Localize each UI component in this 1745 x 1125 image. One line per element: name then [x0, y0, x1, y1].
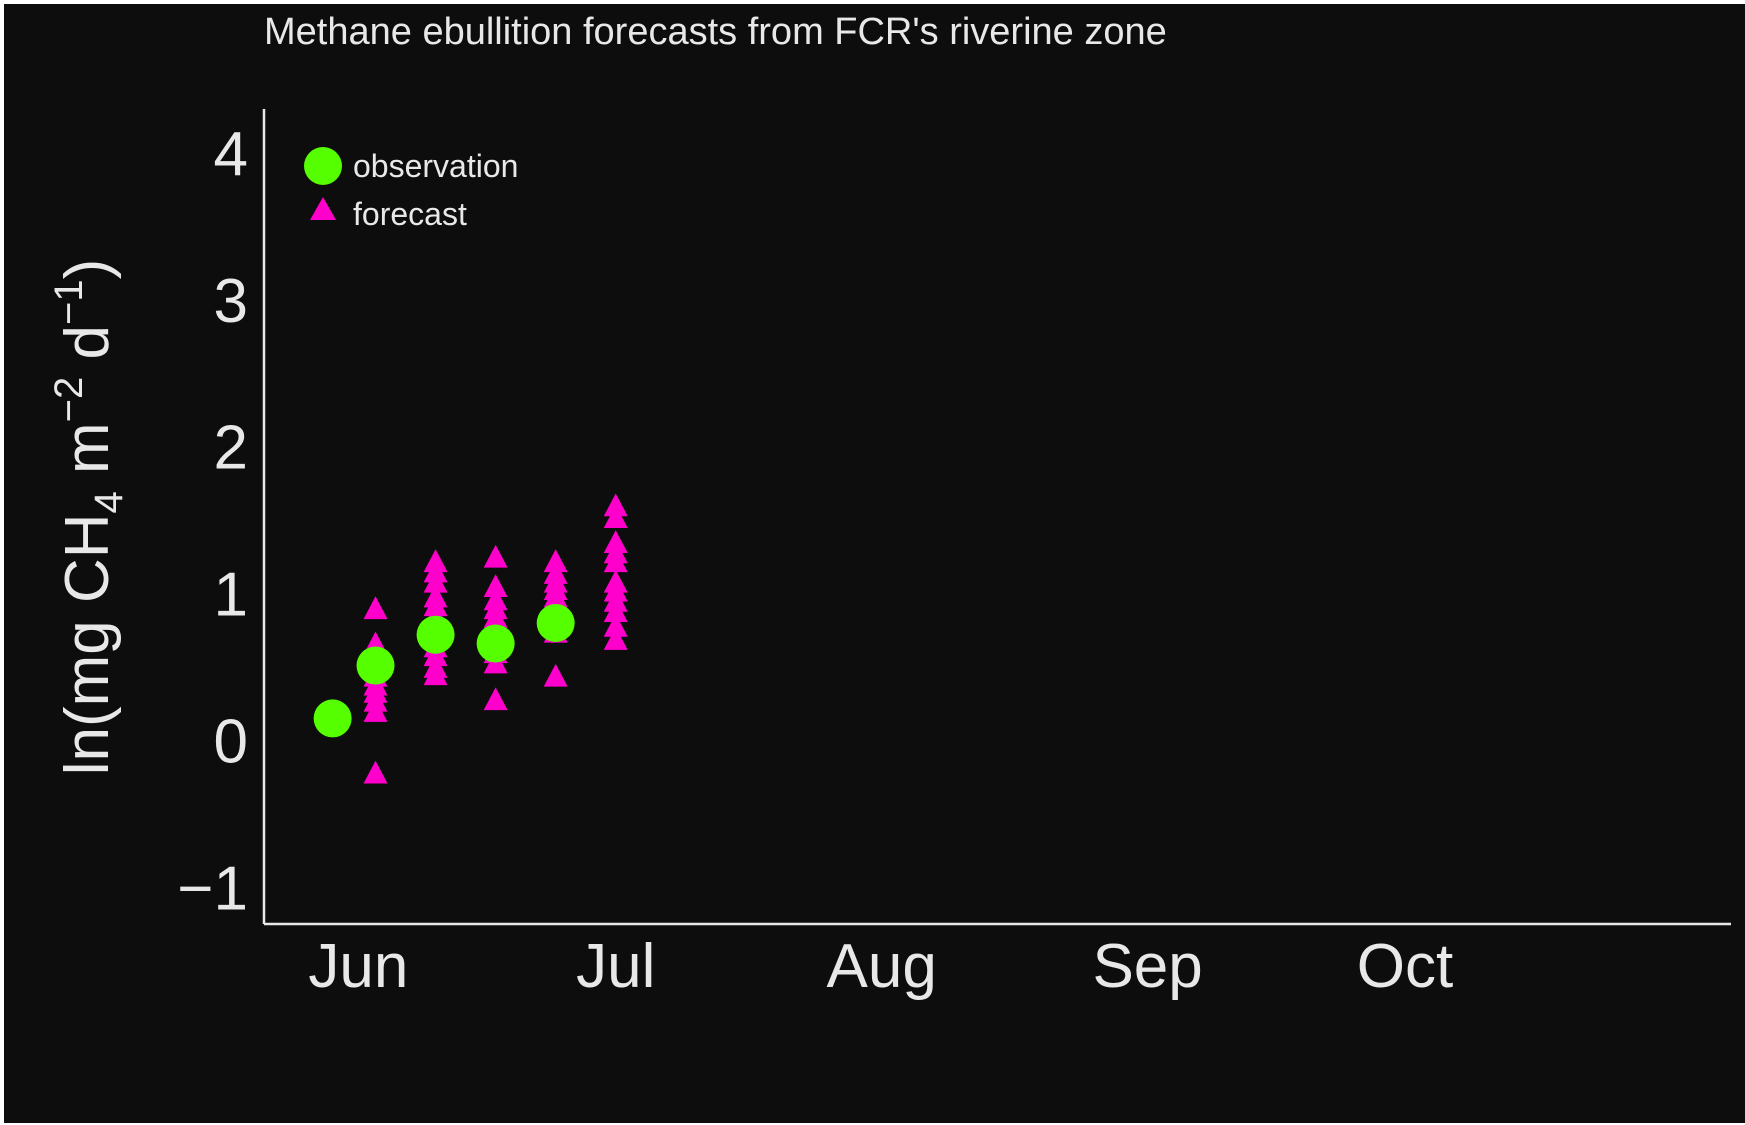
x-tick-labels: Jun Jul Aug Sep Oct — [308, 932, 1453, 1001]
ylabel-prefix: ln(mg CH — [53, 513, 122, 775]
ylabel-mid2: d — [53, 325, 122, 377]
x-tick-label: Jul — [576, 932, 655, 1001]
plot-background — [4, 4, 1745, 1123]
y-tick-label: −1 — [177, 854, 248, 923]
forecast-point — [603, 549, 628, 573]
forecast-point — [603, 599, 628, 623]
y-tick-label: 4 — [214, 120, 248, 189]
x-tick-label: Oct — [1357, 932, 1453, 1001]
y-tick-labels: −1 0 1 2 3 4 — [177, 120, 248, 923]
forecast-point — [543, 663, 568, 687]
y-tick-label: 2 — [214, 414, 248, 483]
legend-observation-marker — [304, 147, 342, 185]
observation-point — [313, 699, 352, 738]
forecast-point — [363, 699, 388, 722]
axes — [262, 109, 1731, 926]
chart-title: Methane ebullition forecasts from FCR's … — [264, 11, 1167, 53]
forecast-point — [363, 760, 388, 784]
y-tick-label: 3 — [214, 267, 248, 336]
forecast-point — [603, 493, 628, 517]
observation-point — [356, 646, 395, 685]
forecast-point — [363, 596, 388, 620]
forecast-point — [603, 613, 628, 637]
ylabel-superscript-2: −1 — [47, 279, 91, 325]
y-axis-label: ln(mg CH4 m−2 d−1) — [47, 259, 131, 776]
forecast-point — [483, 544, 508, 568]
y-tick-label: 1 — [214, 561, 248, 630]
ylabel-mid1: m — [53, 422, 122, 491]
legend-observation-label: observation — [353, 148, 518, 184]
ylabel-subscript: 4 — [87, 491, 131, 513]
y-tick-label: 0 — [214, 707, 248, 776]
forecast-point — [603, 505, 628, 529]
observation-point — [536, 603, 575, 642]
legend-forecast-label: forecast — [353, 196, 467, 232]
forecast-point — [423, 569, 448, 593]
forecast-point — [603, 627, 628, 650]
x-tick-label: Sep — [1092, 932, 1202, 1001]
legend: observation forecast — [304, 147, 518, 232]
ylabel-superscript-1: −2 — [47, 377, 91, 423]
forecast-point — [543, 549, 568, 573]
x-tick-label: Jun — [308, 932, 408, 1001]
observation-point — [476, 624, 515, 663]
legend-forecast-marker — [310, 197, 336, 220]
data-points — [313, 493, 628, 784]
forecast-point — [423, 662, 448, 686]
forecast-point — [483, 687, 508, 711]
ylabel-suffix: ) — [53, 259, 122, 280]
x-tick-label: Aug — [827, 932, 937, 1001]
observation-point — [416, 615, 455, 654]
forecast-point — [483, 574, 508, 598]
forecast-point — [423, 643, 448, 667]
